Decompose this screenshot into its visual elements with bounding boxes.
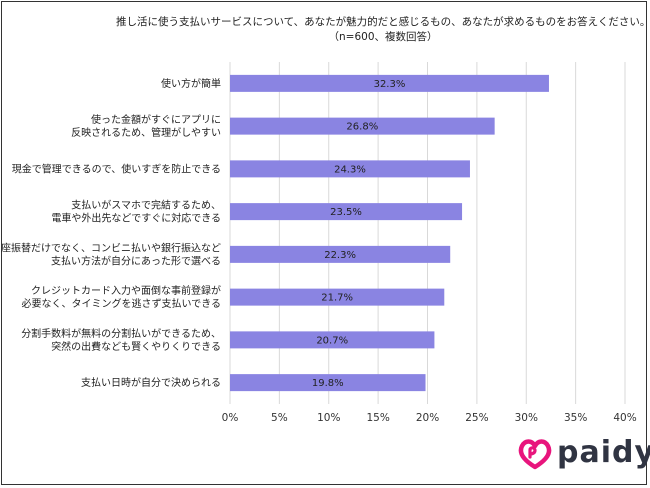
category-label: 支払い日時が自分で決められる [81, 376, 221, 389]
category-label: 反映されるため、管理がしやすい [71, 126, 221, 139]
bar [230, 288, 445, 306]
x-tick-label: 15% [366, 412, 389, 424]
x-tick-label: 20% [416, 412, 439, 424]
paidy-logo: paidy [516, 435, 650, 473]
bar-value-label: 20.7% [316, 335, 348, 346]
x-tick-label: 5% [271, 412, 288, 424]
bar-value-label: 32.3% [374, 79, 406, 90]
category-label: 口座振替だけでなく、コンビニ払いや銀行振込など [0, 241, 221, 254]
paidy-logo-icon [518, 439, 552, 470]
bars: 32.3% 26.8% 24.3% 23.5% 22.3% 21.7% 20.7% 19.8% [230, 74, 549, 392]
category-label: 電車や外出先などですぐに対応できる [51, 212, 221, 225]
x-tick-label: 35% [564, 412, 587, 424]
paidy-logo-text: paidy [557, 435, 650, 470]
bar [230, 203, 463, 221]
x-tick-labels: 0% 5% 10% 15% 20% 25% 30% 35% 40% [222, 412, 637, 424]
category-label: 支払い方法が自分にあった形で選べる [51, 254, 221, 267]
chart-title-block: 推し活に使う支払いサービスについて、あなたが魅力的だと感じるもの、あなたが求める… [116, 15, 650, 45]
category-label: クレジットカード入力や面倒な事前登録が [31, 284, 221, 297]
bar [230, 74, 549, 92]
bar [230, 117, 495, 135]
chart-title: 推し活に使う支払いサービスについて、あなたが魅力的だと感じるもの、あなたが求める… [116, 16, 650, 28]
category-label: 使った金額がすぐにアプリに [91, 113, 221, 126]
bar [230, 374, 426, 392]
bar [230, 160, 470, 178]
bar-value-label: 24.3% [334, 164, 366, 175]
category-label: 分割手数料が無料の分割払いができるため、 [21, 327, 221, 340]
bar-value-label: 26.8% [346, 122, 378, 133]
category-label: 突然の出費なども賢くやりくりできる [51, 340, 221, 353]
chart-subtitle: （n=600、複数回答） [328, 31, 438, 43]
category-label: 使い方が簡単 [161, 77, 221, 90]
bar [230, 245, 451, 263]
x-tick-label: 10% [317, 412, 340, 424]
category-label: 支払いがスマホで完結するため、 [71, 199, 221, 212]
category-label: 現金で管理できるので、使いすぎを防止できる [12, 162, 221, 175]
bar [230, 331, 435, 349]
x-tick-label: 0% [222, 412, 239, 424]
x-tick-label: 25% [465, 412, 488, 424]
bar-value-label: 23.5% [330, 207, 362, 218]
bar-value-label: 19.8% [312, 378, 344, 389]
bar-value-label: 21.7% [321, 293, 353, 304]
x-tick-label: 30% [515, 412, 538, 424]
category-labels: 使い方が簡単使った金額がすぐにアプリに反映されるため、管理がしやすい現金で管理で… [0, 77, 221, 389]
bar-value-label: 22.3% [324, 250, 356, 261]
category-label: 必要なく、タイミングを逃さず支払いできる [22, 297, 222, 310]
gridlines [229, 62, 626, 404]
x-tick-label: 40% [613, 412, 636, 424]
